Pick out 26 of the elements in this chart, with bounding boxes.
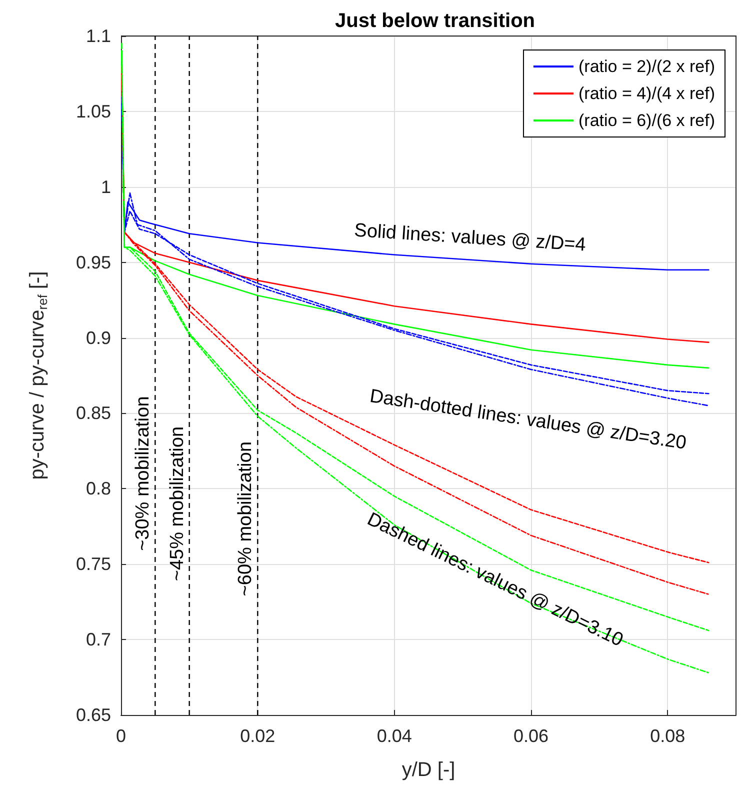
- x-tick-label: 0: [116, 726, 126, 746]
- y-tick-label: 0.95: [76, 252, 111, 272]
- x-tick-label: 0.02: [240, 726, 276, 746]
- y-tick-label: 0.9: [86, 328, 111, 348]
- y-tick-label: 0.75: [76, 554, 111, 574]
- x-tick-label: 0.04: [376, 726, 412, 746]
- annotation: Solid lines: values @ z/D=4: [354, 220, 586, 256]
- legend-label: (ratio = 2)/(2 x ref): [578, 57, 716, 76]
- annotation: Dash-dotted lines: values @ z/D=3.20: [368, 386, 688, 454]
- ref-line-label: ~45% mobilization: [166, 426, 188, 582]
- ref-line-label: ~30% mobilization: [132, 396, 154, 551]
- x-tick-label: 0.06: [513, 726, 549, 746]
- chart-title: Just below transition: [334, 10, 536, 32]
- y-tick-label: 1.05: [76, 101, 111, 122]
- legend-label: (ratio = 6)/(6 x ref): [578, 111, 716, 130]
- x-axis-title: y/D [-]: [402, 759, 456, 781]
- x-tick-label: 0.08: [650, 726, 686, 746]
- ref-line-label: ~60% mobilization: [235, 441, 256, 596]
- y-tick-label: 1.1: [86, 26, 111, 46]
- y-tick-label: 0.7: [86, 630, 111, 650]
- y-axis-title: py-curve / py-curveref [-]: [26, 271, 50, 480]
- y-tick-label: 0.65: [76, 705, 111, 725]
- y-tick-label: 0.85: [76, 403, 111, 424]
- y-tick-label: 0.8: [86, 478, 111, 499]
- legend-label: (ratio = 4)/(4 x ref): [578, 84, 716, 103]
- y-tick-label: 1: [100, 176, 111, 197]
